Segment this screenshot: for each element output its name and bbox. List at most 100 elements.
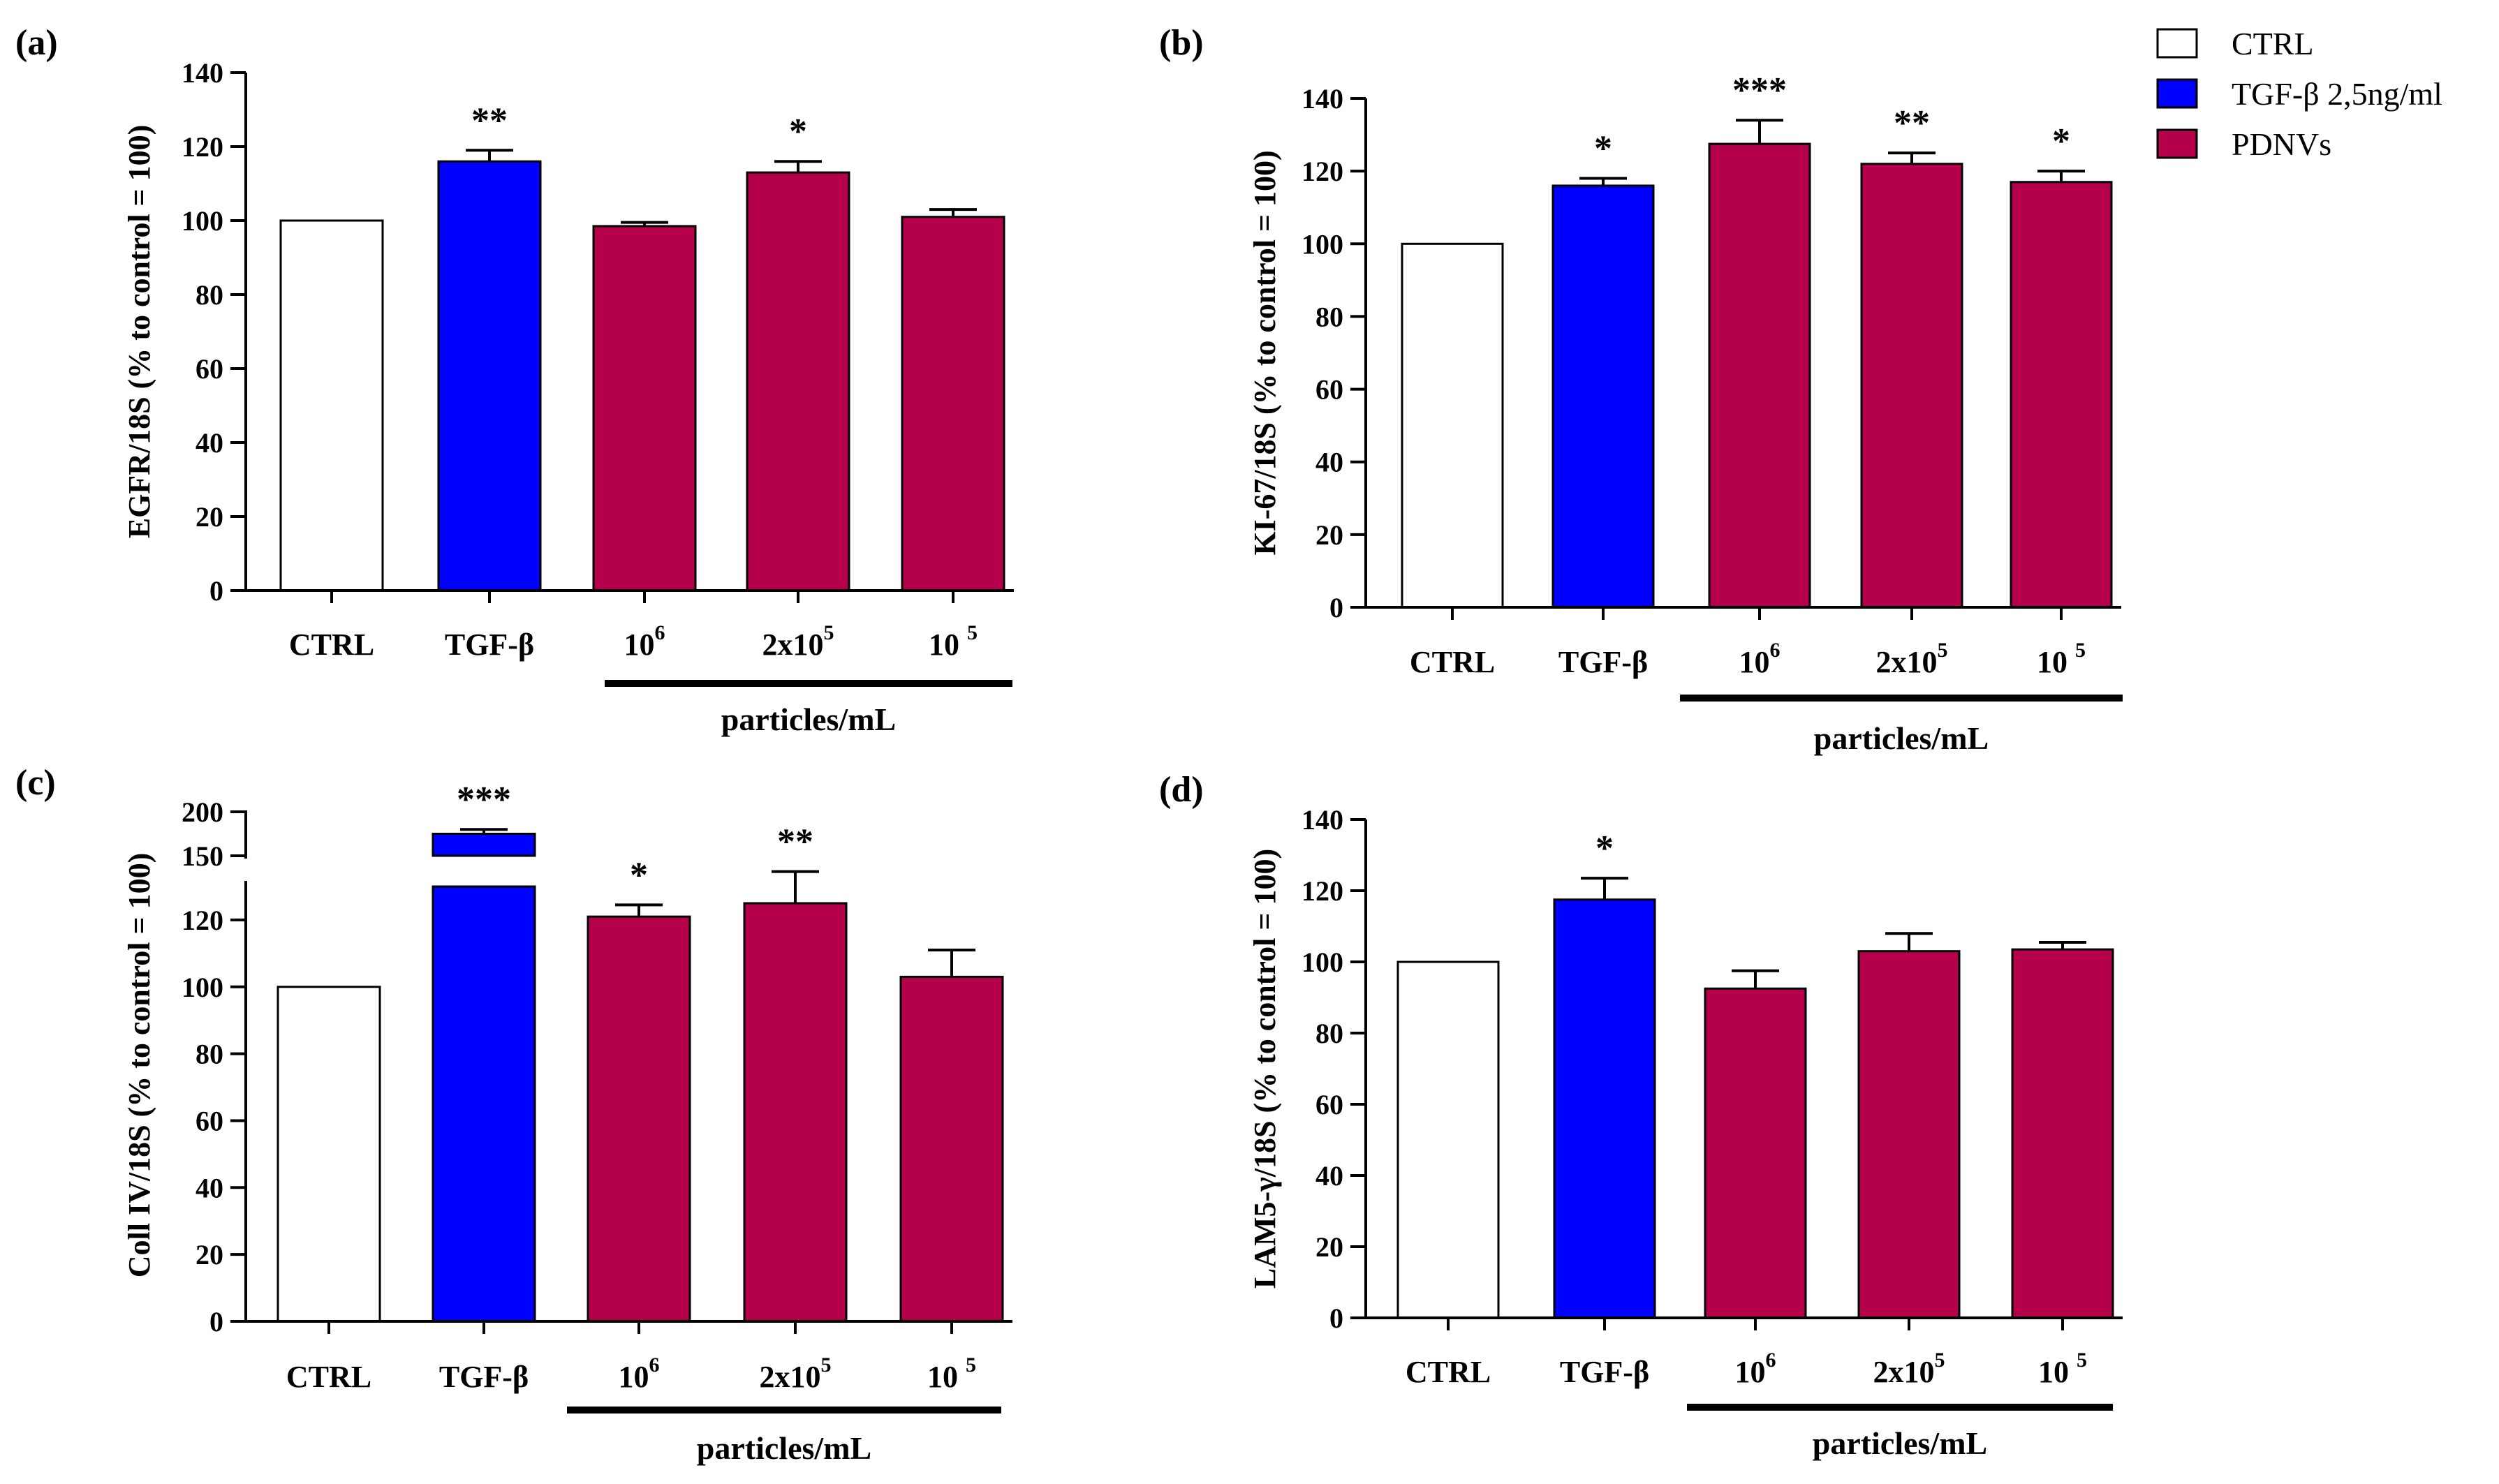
y-tick-label: 140: [1302, 804, 1343, 836]
x-tick-label: CTRL: [289, 628, 374, 662]
y-tick-label: 20: [1315, 1231, 1343, 1263]
x-tick-label: 2x105: [760, 1353, 832, 1394]
bar: [901, 216, 1005, 592]
y-tick-label: 100: [182, 972, 223, 1003]
y-tick-label: 120: [1302, 875, 1343, 907]
x-tick-label: 106: [624, 621, 665, 662]
x-tick-label: CTRL: [1410, 645, 1495, 679]
bar: [1553, 898, 1656, 1319]
significance-mark: *: [789, 112, 807, 151]
x-tick-label: 2x105: [1873, 1349, 1945, 1389]
y-tick-label: 140: [182, 57, 223, 89]
y-axis-label: LAM5-γ/18S (% to control = 100): [1248, 849, 1282, 1289]
y-tick-label: 60: [1315, 1089, 1343, 1120]
panel-a: (a) CTRL ** TGF-β 106 * 2x105 10 5 0 20 40 60 80 100 1…: [15, 23, 1014, 737]
group-label: particles/mL: [1814, 720, 1989, 756]
panel-label: (d): [1159, 770, 1204, 810]
bar: [277, 986, 381, 1323]
panel-label: (b): [1159, 23, 1204, 63]
y-tick-label: 100: [1302, 947, 1343, 978]
y-tick-label: 80: [196, 1039, 223, 1070]
x-tick-label: TGF-β: [1560, 1355, 1649, 1389]
x-tick-label: 2x105: [1876, 639, 1948, 679]
x-tick-label: 10 5: [929, 621, 978, 662]
group-label: particles/mL: [697, 1430, 871, 1466]
y-tick-label: 0: [209, 575, 223, 607]
bar: [437, 160, 542, 592]
x-tick-label: 106: [1735, 1349, 1776, 1389]
y-tick-label: 80: [1315, 1018, 1343, 1049]
panel-b: (b) CTRL * TGF-β *** 106 ** 2x105 * 10 5 0 20 40 60 80…: [1159, 23, 2123, 756]
y-tick-label: 150: [182, 840, 223, 872]
significance-mark: **: [777, 822, 813, 862]
x-tick-label: CTRL: [286, 1360, 371, 1394]
significance-mark: *: [630, 855, 648, 895]
group-label: particles/mL: [1813, 1425, 1987, 1461]
y-tick-label: 100: [1302, 228, 1343, 260]
y-tick-label: 0: [209, 1306, 223, 1337]
bar: [432, 885, 536, 1323]
significance-mark: *: [1595, 829, 1614, 868]
y-tick-label: 40: [196, 1172, 223, 1203]
y-tick-label: 0: [1329, 1303, 1343, 1334]
significance-mark: ***: [1732, 71, 1787, 110]
y-axis-label: EGFR/18S (% to control = 100): [122, 125, 156, 539]
panel-d: (d) CTRL * TGF-β 106 2x105 10 5 0 20 40 60 80 100 120…: [1159, 770, 2123, 1461]
bar: [743, 902, 848, 1323]
bar: [1708, 142, 1811, 609]
bar: [1704, 987, 1807, 1319]
y-tick-label: 120: [1302, 156, 1343, 187]
x-tick-label: 10 5: [2038, 1349, 2087, 1389]
y-tick-label: 20: [1315, 519, 1343, 551]
bar: [1857, 950, 1961, 1319]
significance-mark: *: [1594, 129, 1612, 169]
group-label: particles/mL: [721, 702, 896, 737]
significance-mark: ***: [457, 780, 511, 819]
legend-swatch: [2156, 78, 2198, 109]
legend-swatch: [2156, 128, 2198, 159]
bar: [2011, 948, 2114, 1319]
bar: [2010, 181, 2113, 609]
y-axis-label: Coll IV/18S (% to control = 100): [122, 853, 156, 1277]
y-tick-label: 80: [1315, 301, 1343, 332]
x-tick-label: 10 5: [927, 1353, 976, 1394]
y-tick-label: 60: [196, 1105, 223, 1136]
bar: [592, 225, 697, 592]
panel-c: (c) CTRL *** TGF-β * 106 ** 2x105 10 5 0 20 40 60 80 1…: [15, 763, 1012, 1466]
y-tick-label: 20: [196, 501, 223, 533]
bar-upper-segment: [432, 833, 536, 857]
panel-label: (a): [15, 23, 58, 63]
x-tick-label: 106: [619, 1353, 660, 1394]
panel-label: (c): [15, 763, 56, 803]
y-tick-label: 60: [196, 353, 223, 385]
significance-mark: **: [1894, 103, 1930, 143]
y-tick-label: 140: [1302, 83, 1343, 114]
y-tick-label: 80: [196, 279, 223, 311]
y-tick-label: 40: [1315, 447, 1343, 478]
y-tick-label: 120: [182, 905, 223, 936]
x-tick-label: TGF-β: [439, 1360, 529, 1394]
x-tick-label: TGF-β: [1558, 645, 1648, 679]
legend-label: PDNVs: [2232, 126, 2331, 162]
bar: [1396, 960, 1500, 1319]
bar: [587, 915, 691, 1323]
x-tick-label: 10 5: [2037, 639, 2086, 679]
bar: [899, 975, 1004, 1323]
y-tick-label: 120: [182, 131, 223, 163]
significance-mark: *: [2052, 121, 2070, 161]
bar: [1860, 163, 1963, 609]
x-tick-label: CTRL: [1406, 1355, 1491, 1389]
x-tick-label: 106: [1739, 639, 1781, 679]
x-tick-label: TGF-β: [445, 628, 534, 662]
bar: [1401, 242, 1504, 609]
legend-label: CTRL: [2232, 26, 2314, 61]
legend-label: TGF-β 2,5ng/ml: [2232, 76, 2442, 112]
y-tick-label: 200: [182, 796, 223, 828]
bar: [279, 219, 384, 592]
y-axis-label: KI-67/18S (% to control = 100): [1248, 150, 1282, 555]
bar: [746, 171, 850, 592]
bar: [1551, 184, 1655, 609]
y-tick-label: 100: [182, 205, 223, 237]
significance-mark: **: [471, 101, 508, 140]
